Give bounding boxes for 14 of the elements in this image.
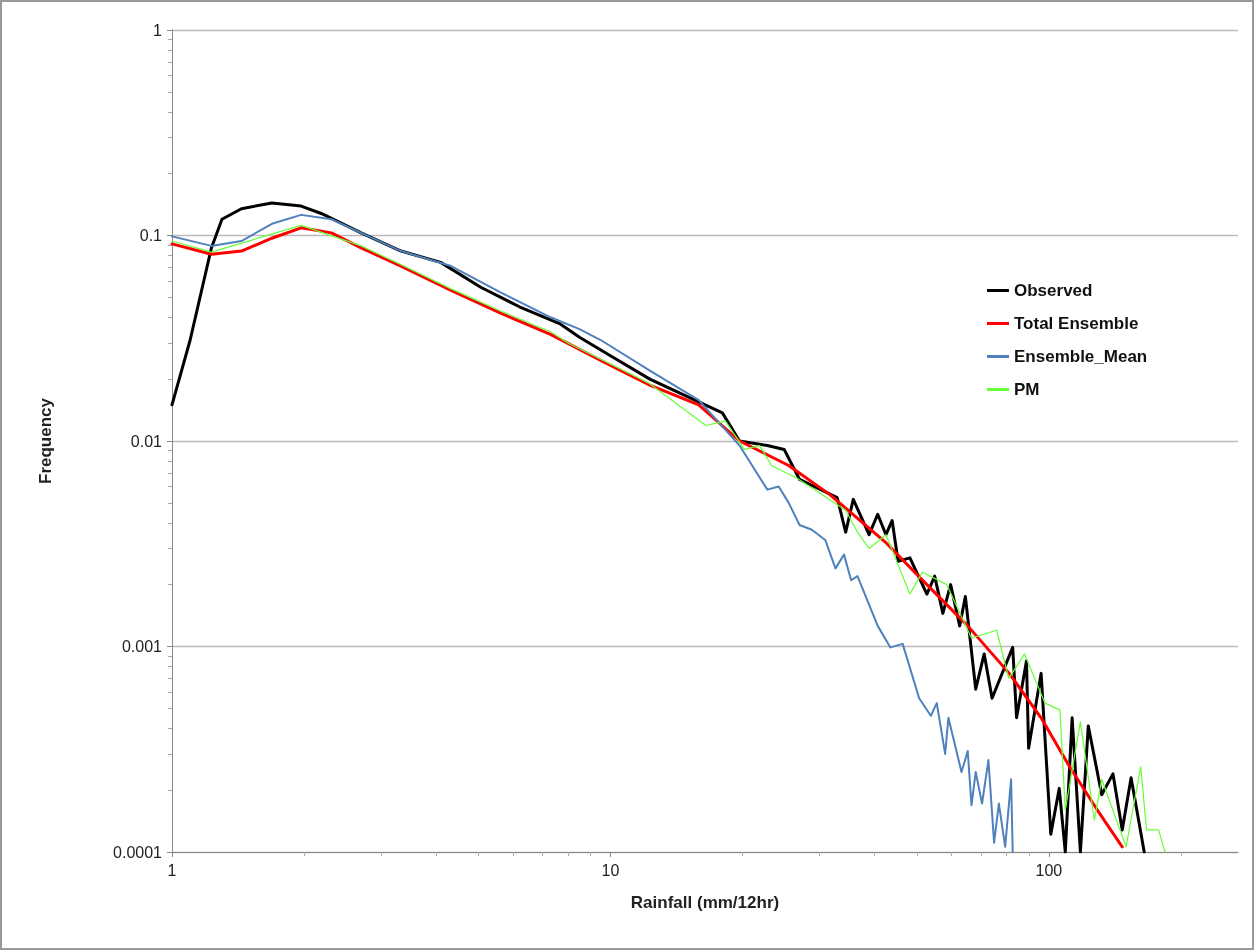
legend-label: Ensemble_Mean bbox=[1014, 347, 1148, 366]
y-tick-label: 0.1 bbox=[139, 227, 163, 244]
x-axis-title: Rainfall (mm/12hr) bbox=[630, 893, 780, 912]
legend-label: Total Ensemble bbox=[1014, 314, 1139, 333]
legend-label: Observed bbox=[1014, 281, 1093, 300]
y-axis-title: Frequency bbox=[36, 397, 55, 484]
x-tick-label: 10 bbox=[601, 861, 620, 879]
y-tick-label: 0.0001 bbox=[113, 843, 163, 861]
y-tick-label: 0.01 bbox=[130, 432, 163, 450]
x-tick-label: 100 bbox=[1035, 861, 1063, 879]
x-tick-label: 1 bbox=[167, 861, 177, 879]
legend-label: PM bbox=[1014, 380, 1040, 399]
y-tick-label: 1 bbox=[153, 21, 163, 39]
y-tick-label: 0.001 bbox=[121, 638, 163, 655]
